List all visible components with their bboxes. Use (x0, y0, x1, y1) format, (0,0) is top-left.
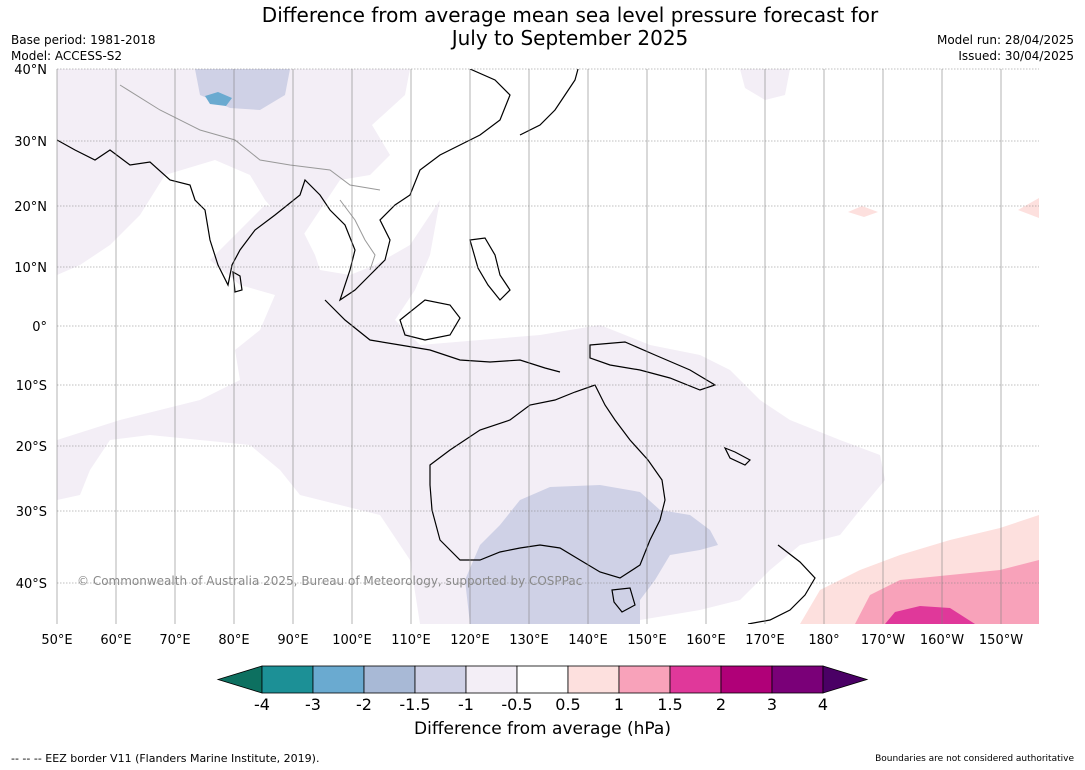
colorbar-tick-label: -4 (254, 695, 270, 714)
colorbar-tick-label: -1 (458, 695, 474, 714)
colorbar-swatch (363, 665, 416, 694)
coastline-new-guinea (589, 341, 717, 391)
colorbar-swatch (414, 665, 467, 694)
colorbar-tick-label: 4 (818, 695, 828, 714)
lon-labels: 50°E 60°E 70°E 80°E 90°E 100°E 110°E 120… (41, 633, 1023, 648)
anomaly-pink-patch-1 (848, 206, 878, 217)
colorbar-ticks: -4 -3 -2 -1.5 -1 -0.5 0.5 1 1.5 2 3 4 (254, 695, 828, 714)
eez-border-note: -- -- -- EEZ border V11 (Flanders Marine… (11, 752, 320, 765)
colorbar-swatch (261, 665, 314, 694)
colorbar-tick-label: 3 (767, 695, 777, 714)
colorbar-tick-label: 1.5 (657, 695, 682, 714)
lon-label-180: 180° (808, 633, 839, 648)
copyright-note: © Commonwealth of Australia 2025, Bureau… (77, 574, 583, 588)
boundary-disclaimer: Boundaries are not considered authoritat… (875, 754, 1074, 764)
colorbar-swatch (516, 665, 569, 694)
base-period: Base period: 1981-2018 (11, 33, 156, 47)
coastline-sri-lanka (232, 270, 243, 293)
lon-label-60e: 60°E (100, 633, 131, 648)
lon-label-120e: 120°E (450, 633, 490, 648)
anomaly-blue-australia (465, 485, 718, 624)
model-run: Model run: 28/04/2025 (936, 33, 1074, 47)
lon-label-110e: 110°E (391, 633, 431, 648)
coastline-se-asia (324, 299, 561, 373)
colorbar-tick-label: 0.5 (555, 695, 580, 714)
colorbar-swatch (669, 665, 722, 694)
lat-label-40n: 40°N (14, 63, 47, 78)
lat-labels: 40°N 30°N 20°N 10°N 0° 10°S 20°S 30°S 40… (14, 63, 47, 592)
country-borders (119, 84, 381, 271)
colorbar-swatch (720, 665, 773, 694)
coastline-new-caledonia (723, 446, 751, 466)
lon-label-70e: 70°E (159, 633, 190, 648)
colorbar-tick-label: -1.5 (399, 695, 430, 714)
lon-label-150w: 150°W (979, 633, 1023, 648)
lon-label-150e: 150°E (627, 633, 667, 648)
anomaly-pink-patch-2 (1018, 198, 1039, 218)
colorbar-tick-label: -3 (305, 695, 321, 714)
lat-label-10n: 10°N (14, 261, 47, 276)
map-title: Difference from average mean sea level p… (261, 3, 879, 50)
meridians (56, 69, 1002, 624)
issued-date: Issued: 30/04/2025 (958, 49, 1074, 63)
anomaly-pink-mid-se (855, 560, 1039, 624)
lat-label-30s: 30°S (16, 505, 47, 520)
lon-label-170e: 170°E (745, 633, 785, 648)
coastline-tasmania (611, 587, 636, 613)
lon-label-100e: 100°E (332, 633, 372, 648)
lat-label-10s: 10°S (16, 379, 47, 394)
lat-label-20n: 20°N (14, 200, 47, 215)
lon-label-140e: 140°E (568, 633, 608, 648)
colorbar-arrow-low (216, 665, 263, 694)
colorbar-label: Difference from average (hPa) (414, 719, 671, 739)
border-south-asia (119, 84, 381, 191)
colorbar-swatch (465, 665, 518, 694)
colorbar-arrow-high (822, 665, 869, 694)
lat-label-0: 0° (32, 320, 47, 335)
meta-right: Model run: 28/04/2025 Issued: 30/04/2025 (937, 32, 1074, 64)
model-name: Model: ACCESS-S2 (11, 49, 123, 63)
colorbar-tick-label: -2 (356, 695, 372, 714)
coastlines (57, 69, 816, 624)
coastline-borneo (399, 299, 461, 341)
lon-label-50e: 50°E (41, 633, 72, 648)
border-indochina (339, 199, 376, 271)
coastline-new-zealand (747, 544, 816, 624)
lon-label-90e: 90°E (277, 633, 308, 648)
colorbar-tick-label: 1 (614, 695, 624, 714)
colorbar-swatch (771, 665, 824, 694)
lon-label-160e: 160°E (686, 633, 726, 648)
colorbar-tick-label: 2 (716, 695, 726, 714)
pressure-map: 40°N 30°N 20°N 10°N 0° 10°S 20°S 30°S 40… (14, 63, 1039, 648)
anomaly-lavender-north (57, 69, 410, 275)
anomaly-blue-spot (205, 92, 232, 106)
colorbar-swatches (216, 665, 869, 694)
lat-label-30n: 30°N (14, 135, 47, 150)
anomaly-pink-strong-se (885, 606, 975, 624)
lon-label-170w: 170°W (861, 633, 905, 648)
coastline-japan (519, 69, 579, 136)
colorbar-swatch (312, 665, 365, 694)
lat-label-20s: 20°S (16, 440, 47, 455)
colorbar-swatch (567, 665, 620, 694)
meta-left: Base period: 1981-2018 Model: ACCESS-S2 (11, 32, 156, 64)
lon-label-80e: 80°E (218, 633, 249, 648)
anomaly-fields (57, 69, 1039, 624)
lon-label-160w: 160°W (920, 633, 964, 648)
coastline-arabia-india (57, 69, 511, 302)
colorbar: -4 -3 -2 -1.5 -1 -0.5 0.5 1 1.5 2 3 4 (216, 665, 869, 714)
coastline-australia (429, 384, 666, 579)
lon-label-130e: 130°E (509, 633, 549, 648)
lat-label-40s: 40°S (16, 577, 47, 592)
colorbar-swatch (618, 665, 671, 694)
coastline-philippines (469, 237, 511, 301)
colorbar-tick-label: -0.5 (501, 695, 532, 714)
